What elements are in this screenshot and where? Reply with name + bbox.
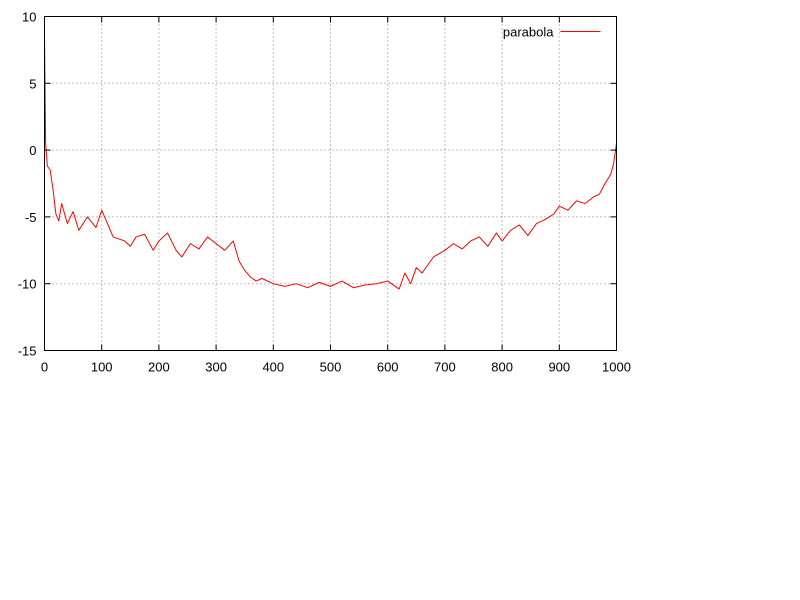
plot-frame — [44, 16, 617, 351]
x-tick-label: 1000 — [602, 360, 631, 375]
y-tick-label: -10 — [18, 277, 37, 292]
x-tick-label: 0 — [41, 360, 48, 375]
x-tick-label: 200 — [148, 360, 170, 375]
grid-lines — [44, 16, 617, 351]
y-tick-label: -15 — [18, 344, 37, 359]
x-tick-label: 400 — [262, 360, 284, 375]
legend: parabola — [503, 25, 601, 40]
x-tick-label: 600 — [377, 360, 399, 375]
series-line-parabola — [44, 35, 617, 290]
y-tick-label: -5 — [25, 210, 37, 225]
legend-label-parabola: parabola — [503, 25, 554, 40]
y-axis-ticks: -15 -10 -5 0 5 10 — [18, 10, 617, 359]
series-layer — [44, 35, 617, 290]
y-tick-label: 0 — [29, 143, 36, 158]
x-tick-label: 300 — [205, 360, 227, 375]
x-tick-label: 700 — [434, 360, 456, 375]
y-tick-label: 5 — [29, 76, 36, 91]
x-tick-label: 800 — [491, 360, 513, 375]
x-tick-label: 100 — [91, 360, 113, 375]
x-tick-label: 900 — [548, 360, 570, 375]
y-tick-label: 10 — [22, 10, 36, 25]
x-axis-ticks: 0 100 200 300 400 500 600 700 800 900 1000 — [41, 16, 631, 375]
x-tick-label: 500 — [320, 360, 342, 375]
